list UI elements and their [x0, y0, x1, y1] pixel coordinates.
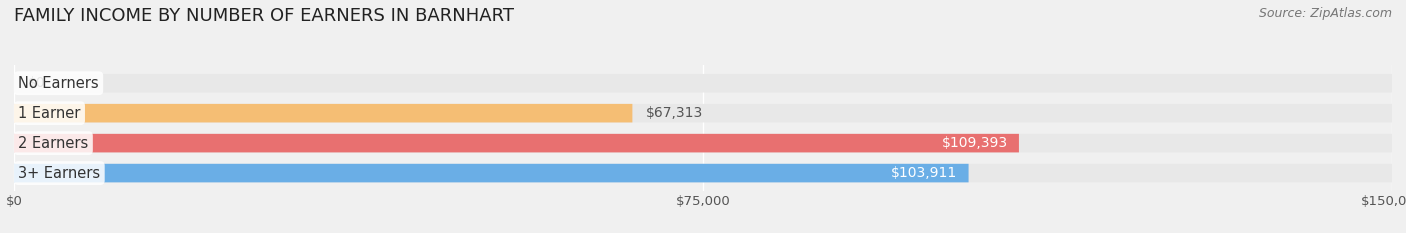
FancyBboxPatch shape: [14, 134, 1019, 152]
Text: Source: ZipAtlas.com: Source: ZipAtlas.com: [1258, 7, 1392, 20]
Text: 2 Earners: 2 Earners: [18, 136, 89, 151]
Text: 3+ Earners: 3+ Earners: [18, 166, 100, 181]
Text: $109,393: $109,393: [942, 136, 1008, 150]
Text: FAMILY INCOME BY NUMBER OF EARNERS IN BARNHART: FAMILY INCOME BY NUMBER OF EARNERS IN BA…: [14, 7, 515, 25]
Text: $67,313: $67,313: [647, 106, 703, 120]
Text: No Earners: No Earners: [18, 76, 98, 91]
FancyBboxPatch shape: [14, 164, 1392, 182]
FancyBboxPatch shape: [14, 104, 1392, 123]
Text: $0: $0: [28, 76, 45, 90]
FancyBboxPatch shape: [14, 164, 969, 182]
FancyBboxPatch shape: [14, 74, 1392, 93]
Text: $103,911: $103,911: [891, 166, 957, 180]
Text: 1 Earner: 1 Earner: [18, 106, 80, 121]
FancyBboxPatch shape: [14, 134, 1392, 152]
FancyBboxPatch shape: [14, 104, 633, 123]
